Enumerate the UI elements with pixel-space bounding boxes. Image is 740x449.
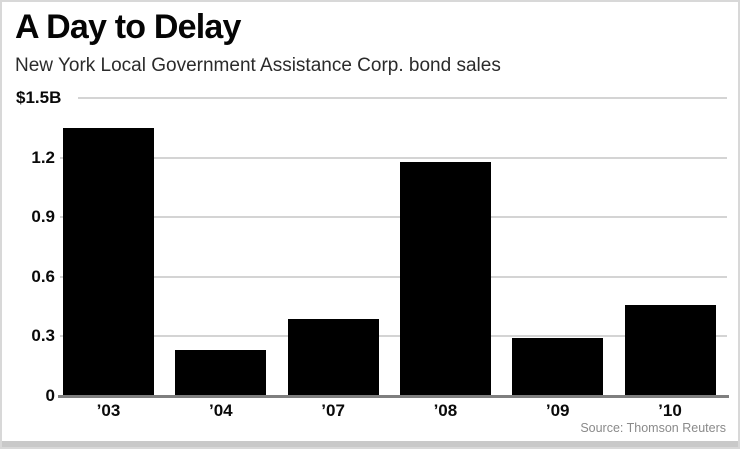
- x-axis-baseline: [58, 395, 729, 398]
- y-axis-label-0.6: 0.6: [31, 266, 55, 286]
- gridline-$1.5B: [78, 96, 727, 99]
- gridline-0.9: [60, 216, 727, 219]
- bar-’09: [512, 338, 604, 396]
- y-axis-label-0.9: 0.9: [31, 207, 55, 227]
- chart-title: A Day to Delay: [15, 8, 241, 46]
- y-axis-label-0.3: 0.3: [31, 326, 55, 346]
- gridline-0.6: [60, 275, 727, 278]
- x-axis-label-’08: ’08: [433, 401, 458, 420]
- bar-’04: [175, 350, 267, 396]
- gridline-0.3: [60, 335, 727, 338]
- y-axis-label-0: 0: [45, 386, 55, 405]
- chart-subtitle: New York Local Government Assistance Cor…: [15, 55, 501, 76]
- bar-’03: [63, 127, 154, 396]
- bottom-border-strip: [2, 441, 738, 447]
- bar-’08: [399, 161, 491, 396]
- x-axis-label-’03: ’03: [96, 401, 121, 420]
- source-credit: Source: Thomson Reuters: [580, 421, 726, 435]
- y-axis-label-1.2: 1.2: [31, 147, 55, 167]
- gridline-1.2: [60, 156, 727, 159]
- x-axis-label-’04: ’04: [208, 401, 233, 420]
- x-axis-label-’07: ’07: [321, 401, 345, 420]
- bar-’10: [624, 304, 716, 396]
- x-axis-label-’10: ’10: [658, 401, 682, 420]
- x-axis-label-’09: ’09: [545, 401, 570, 420]
- y-axis-label-$1.5B: $1.5B: [16, 87, 62, 107]
- bar-’07: [287, 318, 379, 396]
